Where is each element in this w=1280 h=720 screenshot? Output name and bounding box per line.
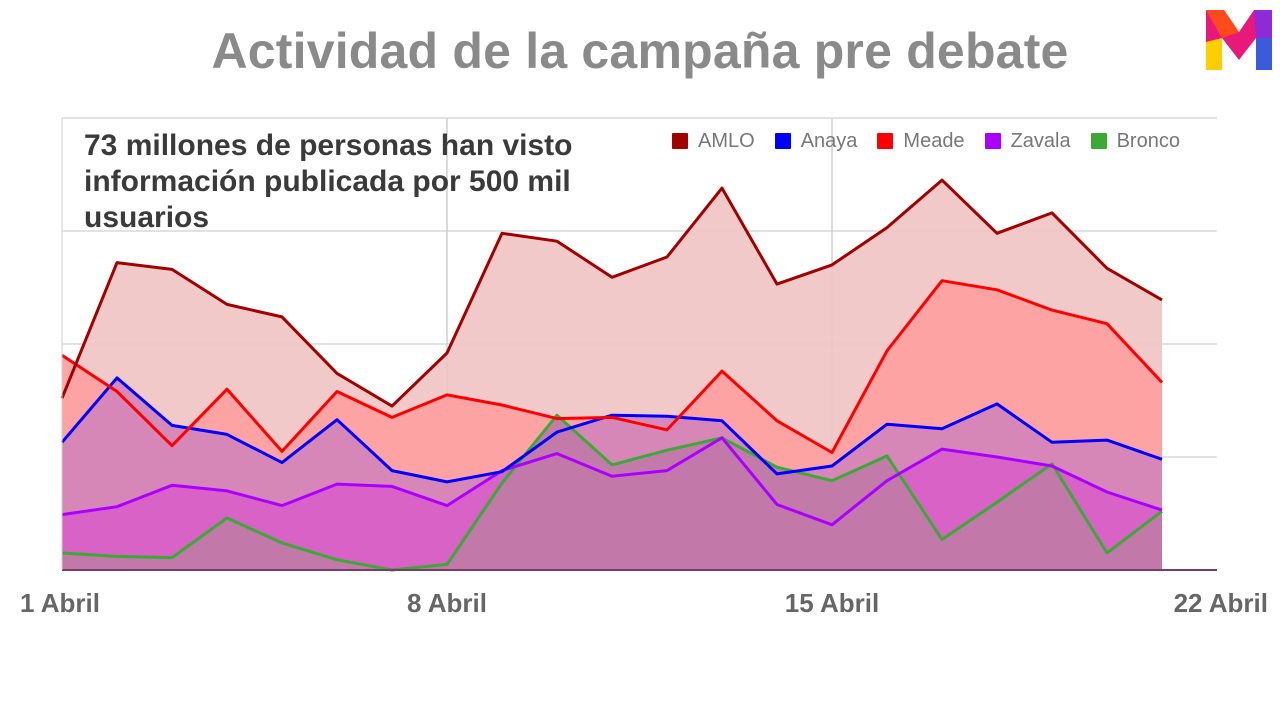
line-bronco bbox=[61, 413, 1163, 572]
x-tick-label: 22 Abril bbox=[1173, 588, 1268, 618]
x-tick-label: 8 Abril bbox=[407, 588, 487, 618]
legend-swatch bbox=[877, 133, 894, 149]
legend-swatch bbox=[1090, 133, 1107, 149]
legend-swatch bbox=[984, 133, 1001, 149]
chart-subtitle: 73 millones de personas han visto inform… bbox=[84, 129, 573, 234]
legend-swatch bbox=[672, 133, 688, 149]
legend-label: AMLO bbox=[698, 129, 755, 152]
line-amlo bbox=[60, 178, 1163, 408]
legend-item-bronco: Bronco bbox=[1090, 129, 1180, 153]
legend-item-meade: Meade bbox=[877, 129, 965, 153]
legend-label: Anaya bbox=[800, 129, 858, 152]
chart-legend: AMLO Anaya Meade Zavala Bronco bbox=[672, 128, 1200, 154]
x-axis bbox=[61, 118, 1217, 571]
line-meade bbox=[61, 279, 1164, 454]
line-anaya bbox=[60, 376, 1163, 484]
series-lines bbox=[60, 178, 1164, 572]
legend-label: Bronco bbox=[1116, 129, 1180, 152]
m-logo-icon bbox=[1206, 10, 1272, 70]
x-tick-label: 15 Abril bbox=[784, 588, 880, 618]
legend-label: Meade bbox=[903, 129, 965, 152]
legend-label: Zavala bbox=[1010, 129, 1071, 152]
area-fills bbox=[62, 180, 1162, 570]
area-bronco bbox=[62, 415, 1162, 570]
x-tick-label: 1 Abril bbox=[20, 588, 100, 618]
legend-item-zavala: Zavala bbox=[984, 129, 1071, 153]
legend-swatch bbox=[774, 133, 791, 149]
legend-item-anaya: Anaya bbox=[774, 129, 858, 153]
page-title: Actividad de la campaña pre debate bbox=[211, 23, 1069, 79]
legend-item-amlo: AMLO bbox=[672, 130, 755, 153]
